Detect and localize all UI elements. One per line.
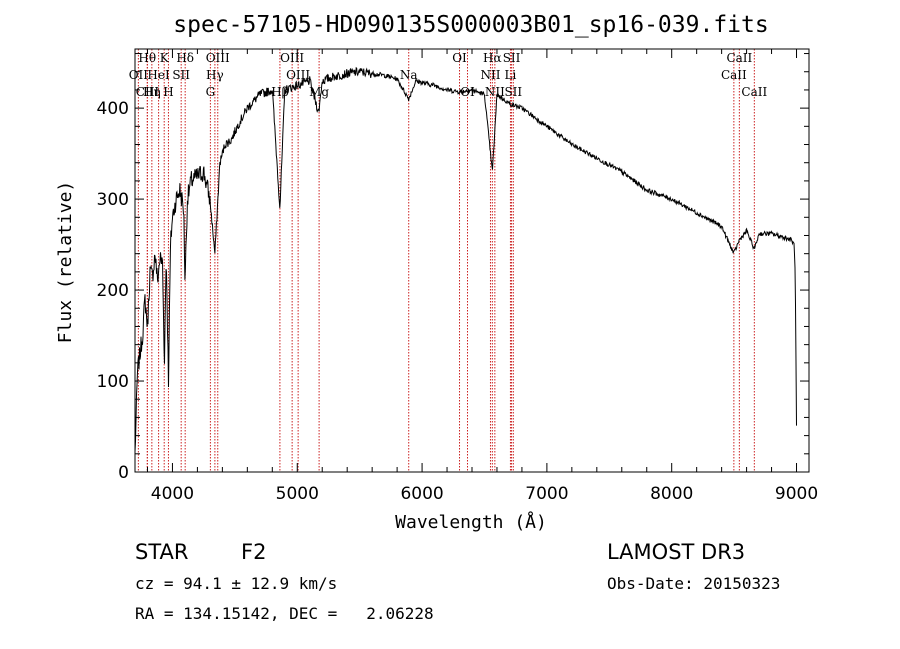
spectral-line-label: OII xyxy=(129,68,149,82)
x-axis-ticks: 4000 5000 6000 7000 8000 9000 xyxy=(146,49,818,504)
x-tick-label: 6000 xyxy=(400,484,443,504)
spectral-line-label: SII xyxy=(504,85,522,99)
spectral-line-label: Na xyxy=(400,68,418,82)
spectral-line-label: CaII xyxy=(741,85,767,99)
spectral-line-label: G xyxy=(206,85,216,99)
spectral-line-label: CaII xyxy=(726,51,752,65)
spectral-line-label: Hα xyxy=(483,51,502,65)
survey-name: LAMOST DR3 xyxy=(607,540,745,564)
y-tick-label: 300 xyxy=(97,190,129,210)
spectral-line-label: SII xyxy=(172,68,190,82)
spectral-line-label: CaII xyxy=(721,68,747,82)
x-axis-label: Wavelength (Å) xyxy=(395,511,547,533)
x-tick-label: 7000 xyxy=(525,484,568,504)
redshift-cz: cz = 94.1 ± 12.9 km/s xyxy=(135,574,337,593)
x-tick-label: 5000 xyxy=(276,484,319,504)
y-tick-label: 200 xyxy=(97,281,129,301)
spectral-line-label: HeI xyxy=(147,68,170,82)
object-subclass: F2 xyxy=(241,540,266,564)
spectral-line-label: Li xyxy=(505,68,517,82)
spectral-line-label: SII xyxy=(503,51,521,65)
spectral-line-label: Hθ xyxy=(138,51,156,65)
coordinates: RA = 134.15142, DEC = 2.06228 xyxy=(135,604,434,623)
y-axis-label: Flux (relative) xyxy=(55,181,76,344)
x-tick-label: 9000 xyxy=(775,484,818,504)
spectral-line-label: Hη xyxy=(143,85,161,99)
y-tick-label: 100 xyxy=(97,372,129,392)
spectral-line-label: K xyxy=(160,51,170,65)
spectral-line-label: H xyxy=(163,85,173,99)
spectrum-series xyxy=(134,66,797,452)
spectral-line-markers xyxy=(137,49,755,472)
x-tick-label: 4000 xyxy=(151,484,194,504)
object-class: STAR xyxy=(135,540,188,564)
spectral-line-label: CIII xyxy=(136,85,160,99)
y-axis-ticks: 0 100 200 300 400 xyxy=(97,53,809,483)
spectral-line-label: Hγ xyxy=(206,68,224,82)
observation-date: Obs-Date: 20150323 xyxy=(607,574,780,593)
spectral-line-label: NII xyxy=(480,68,500,82)
y-tick-label: 400 xyxy=(97,99,129,119)
plot-frame xyxy=(134,48,810,473)
x-tick-label: 8000 xyxy=(650,484,693,504)
spectral-line-label: OI xyxy=(452,51,467,65)
spectral-line-label: OIII xyxy=(206,51,230,65)
spectral-line-label: OIII xyxy=(280,51,304,65)
spectral-line-label: Hδ xyxy=(176,51,194,65)
y-tick-label: 0 xyxy=(118,463,129,483)
spectrum-line xyxy=(134,66,797,452)
chart-title: spec-57105-HD090135S000003B01_sp16-039.f… xyxy=(173,12,768,38)
